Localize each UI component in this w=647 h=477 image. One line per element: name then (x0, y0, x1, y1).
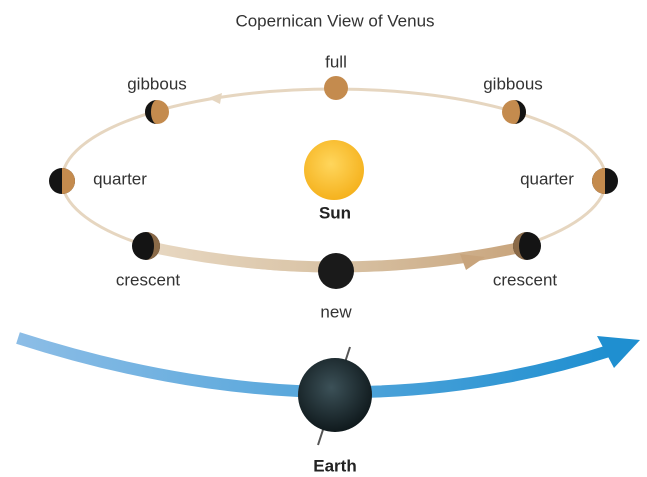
sun-label: Sun (319, 203, 351, 222)
venus-crescent-right (513, 232, 541, 260)
earth (298, 358, 372, 432)
venus-quarter-right (592, 168, 618, 194)
orbit-arrowhead (208, 93, 222, 104)
diagram: Copernican View of Venus Sun full gibbou… (0, 0, 647, 477)
phase-label: quarter (520, 169, 574, 188)
phase-label: gibbous (483, 74, 543, 93)
phase-label: new (320, 302, 352, 321)
earth-label: Earth (313, 456, 356, 475)
venus-full (324, 76, 348, 100)
sun (304, 140, 364, 200)
phase-label: crescent (493, 270, 558, 289)
phase-label: crescent (116, 270, 181, 289)
venus-gibbous-right (502, 100, 526, 124)
phase-label: gibbous (127, 74, 187, 93)
venus-crescent-left (132, 232, 160, 260)
venus-quarter-left (49, 168, 75, 194)
title: Copernican View of Venus (235, 11, 434, 30)
venus-new (318, 253, 354, 289)
phase-label: full (325, 52, 347, 71)
phase-label: quarter (93, 169, 147, 188)
venus-gibbous-left (145, 100, 169, 124)
